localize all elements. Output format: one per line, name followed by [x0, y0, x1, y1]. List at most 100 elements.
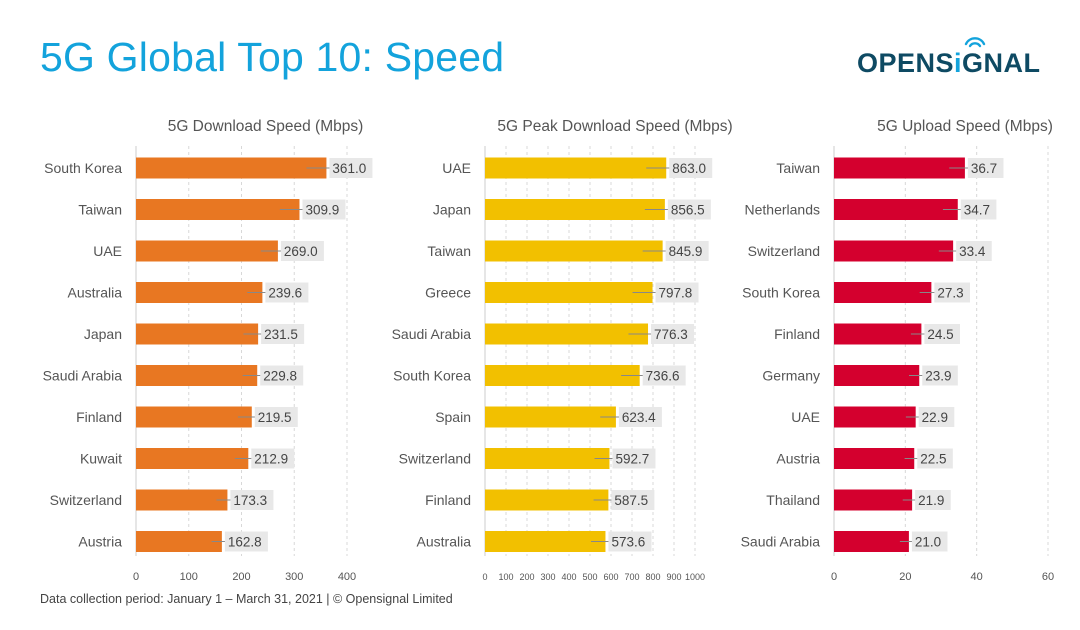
chart-1-value-label: 309.9 — [305, 203, 339, 218]
chart-2-value-label: 863.0 — [672, 161, 706, 176]
chart-3-value-label-bg — [917, 448, 953, 469]
chart-2-category-label: UAE — [442, 160, 471, 176]
chart-2-value-label-bg — [667, 199, 711, 220]
chart-2-category-label: Australia — [417, 534, 472, 550]
chart-2-tick-label: 300 — [540, 572, 555, 582]
chart-2-bar — [485, 489, 609, 511]
chart-1-category-label: Switzerland — [50, 492, 122, 508]
chart-3-category-label: UAE — [791, 409, 820, 425]
chart-1-value-label-bg — [329, 158, 373, 178]
chart-3-category-label: Switzerland — [748, 243, 820, 259]
chart-1-bar — [136, 323, 259, 345]
chart-3-bar — [834, 323, 922, 345]
chart-3-value-label: 23.9 — [925, 369, 951, 384]
chart-1-tick-label: 300 — [285, 571, 303, 583]
chart-3-tick-label: 0 — [831, 571, 837, 583]
chart-2-bar — [485, 282, 653, 303]
chart-1-value-label-bg — [261, 324, 305, 344]
chart-2-value-label: 573.6 — [611, 535, 645, 550]
chart-2-category-label: Japan — [433, 202, 471, 218]
chart-2-tick-label: 100 — [498, 572, 513, 582]
chart-2-bar — [485, 323, 649, 345]
chart-3-bar — [834, 157, 965, 179]
charts-canvas: 5G Download Speed (Mbps)0 100 200 300 400Sou… — [43, 118, 1055, 583]
chart-2-tick-label: 400 — [561, 572, 576, 582]
chart-1-value-label-bg — [251, 448, 295, 469]
chart-1-value-label: 162.8 — [228, 535, 262, 550]
chart-2-value-label-bg — [608, 531, 652, 552]
chart-3-tick-label: 60 — [1042, 571, 1054, 583]
chart-3-bar — [834, 282, 932, 303]
chart-1-value-label: 239.6 — [268, 286, 302, 301]
chart-2-value-label: 592.7 — [615, 452, 649, 467]
chart-3-value-label: 34.7 — [964, 203, 990, 218]
chart-2-tick-label: 0 — [482, 572, 487, 582]
chart-2-bar — [485, 157, 667, 179]
chart-2-value-label-bg — [665, 241, 709, 261]
chart-2-value-label: 856.5 — [671, 203, 705, 218]
chart-2-category-label: Finland — [425, 492, 471, 508]
chart-1-value-label: 219.5 — [258, 410, 292, 425]
chart-3-bar — [834, 240, 954, 262]
chart-1-category-label: UAE — [93, 243, 122, 259]
chart-1-value-label-bg — [260, 365, 304, 386]
logo-text-i: i — [954, 48, 963, 78]
chart-1-bar — [136, 240, 278, 262]
chart-1-category-label: Australia — [68, 285, 123, 301]
chart-1-value-label-bg — [224, 531, 268, 552]
chart-1-category-label: Japan — [84, 326, 122, 342]
chart-3-bar — [834, 489, 913, 511]
chart-3-value-label: 21.0 — [915, 535, 941, 550]
chart-1-value-label-bg — [280, 241, 324, 261]
chart-1-bar — [136, 448, 249, 469]
chart-2-value-label-bg — [612, 448, 656, 469]
chart-2-value-label-bg — [655, 282, 699, 303]
chart-3-category-label: Finland — [774, 326, 820, 342]
chart-2-category-label: Saudi Arabia — [392, 326, 472, 342]
chart-3-value-label-bg — [918, 407, 955, 427]
page-title: 5G Global Top 10: Speed — [40, 34, 505, 80]
chart-3-value-label-bg — [924, 324, 960, 344]
chart-3-value-label-bg — [934, 282, 970, 303]
chart-1-value-label: 361.0 — [332, 161, 366, 176]
chart-2-category-label: Spain — [435, 409, 471, 425]
chart-1-value-label: 231.5 — [264, 327, 298, 342]
chart-3-value-label-bg — [967, 158, 1004, 178]
chart-3-category-label: South Korea — [742, 285, 820, 301]
chart-1-category-label: Austria — [78, 534, 122, 550]
chart-3-tick-label: 20 — [899, 571, 911, 583]
chart-2-category-label: South Korea — [393, 368, 471, 384]
chart-1-category-label: Finland — [76, 409, 122, 425]
chart-1-bar — [136, 365, 258, 386]
logo-text-left: OPENS — [857, 48, 955, 78]
chart-2-value-label: 736.6 — [646, 369, 680, 384]
chart-3-title: 5G Upload Speed (Mbps) — [877, 118, 1053, 135]
chart-2-tick-label: 900 — [666, 572, 681, 582]
chart-1-title: 5G Download Speed (Mbps) — [168, 118, 364, 135]
chart-1-value-label-bg — [254, 407, 298, 427]
chart-1-value-label: 229.8 — [263, 369, 297, 384]
chart-3-value-label: 24.5 — [927, 327, 953, 342]
chart-3-category-label: Austria — [776, 451, 820, 467]
chart-2-bar — [485, 365, 640, 386]
chart-1-bar — [136, 282, 263, 303]
chart-3-value-label: 22.9 — [922, 410, 948, 425]
chart-2-bar — [485, 448, 610, 469]
chart-3-bar — [834, 406, 916, 428]
chart-1-value-label-bg — [302, 199, 346, 220]
chart-3-value-label: 36.7 — [971, 161, 997, 176]
chart-3-value-label: 33.4 — [959, 244, 986, 259]
chart-2-value-label: 776.3 — [654, 327, 688, 342]
chart-3-value-label: 21.9 — [918, 493, 944, 508]
chart-1-tick-label: 200 — [232, 571, 250, 583]
chart-1-bar — [136, 489, 228, 511]
chart-2-value-label-bg — [651, 324, 695, 344]
chart-2-title: 5G Peak Download Speed (Mbps) — [497, 118, 732, 135]
chart-1-tick-label: 0 — [133, 571, 139, 583]
chart-2-value-label-bg — [669, 158, 713, 178]
chart-3-value-label-bg — [956, 241, 992, 261]
chart-1-value-label-bg — [265, 282, 309, 303]
chart-2-category-label: Switzerland — [399, 451, 471, 467]
footnote: Data collection period: January 1 – Marc… — [40, 592, 453, 606]
chart-1-value-label: 212.9 — [254, 452, 288, 467]
